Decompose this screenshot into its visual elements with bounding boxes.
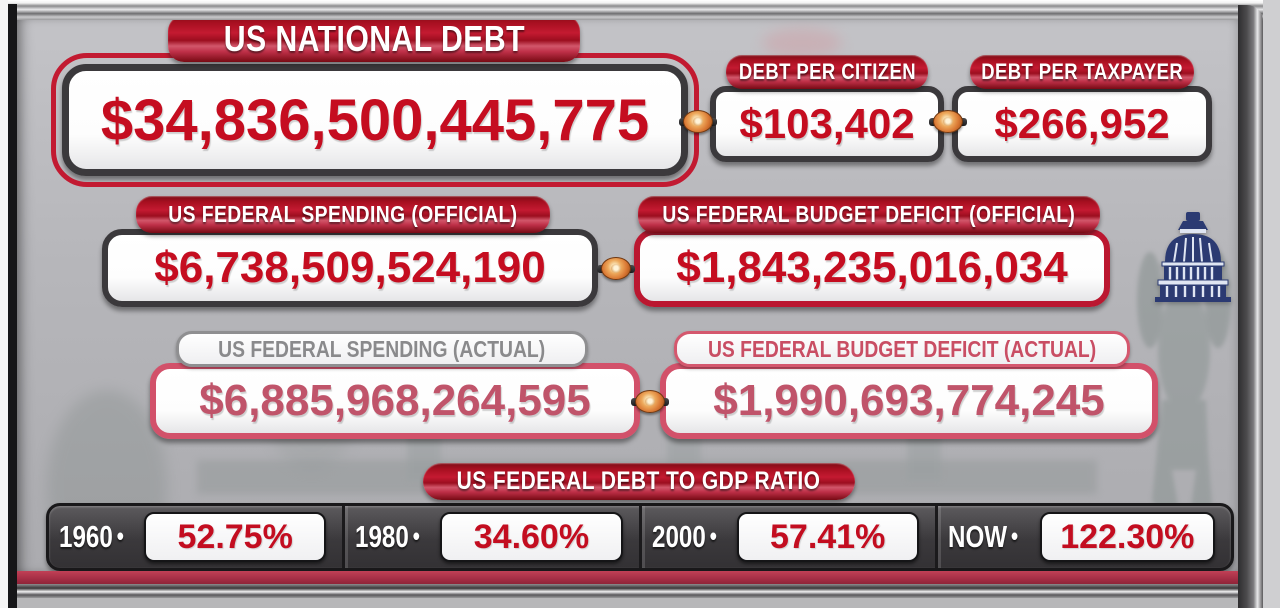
debt-per-citizen-banner-label: DEBT PER CITIZEN	[738, 59, 916, 84]
gdp-value: 122.30%	[1060, 517, 1195, 556]
gdp-year-label: 1960	[59, 519, 124, 555]
left-edge-strip	[0, 0, 8, 608]
national-debt-banner-label: US NATIONAL DEBT	[223, 17, 525, 59]
federal-spending-official-box: $6,738,509,524,190	[102, 229, 598, 307]
capitol-dome-icon	[1155, 212, 1231, 302]
gdp-value-box: 122.30%	[1039, 512, 1215, 562]
budget-deficit-official-banner-label: US FEDERAL BUDGET DEFICIT (OFFICIAL)	[662, 201, 1076, 227]
gdp-year-label: NOW	[948, 519, 1018, 555]
rivet-connector-icon	[631, 389, 669, 415]
national-debt-box: $34,836,500,445,775	[51, 53, 699, 187]
top-bezel-strip	[0, 0, 1280, 20]
national-debt-value: $34,836,500,445,775	[100, 87, 650, 153]
rivet-connector-icon	[929, 109, 967, 135]
bottom-metal-band	[0, 584, 1280, 598]
federal-spending-actual-box: $6,885,968,264,595	[150, 363, 640, 439]
federal-spending-actual-value: $6,885,968,264,595	[199, 376, 591, 425]
budget-deficit-official-banner: US FEDERAL BUDGET DEFICIT (OFFICIAL)	[638, 196, 1100, 233]
budget-deficit-official-box: $1,843,235,016,034	[634, 229, 1110, 307]
bottom-light-band	[0, 598, 1280, 608]
rivet-connector-icon	[679, 109, 717, 135]
debt-per-citizen-box: $103,402	[710, 86, 944, 162]
budget-deficit-actual-label: US FEDERAL BUDGET DEFICIT (ACTUAL)	[707, 335, 1097, 362]
gdp-value: 57.41%	[770, 517, 886, 556]
gdp-cell-2000: 2000 57.41%	[638, 506, 935, 568]
federal-spending-actual-label-pill: US FEDERAL SPENDING (ACTUAL)	[176, 331, 588, 367]
federal-spending-official-value: $6,738,509,524,190	[154, 243, 546, 292]
national-debt-banner: US NATIONAL DEBT	[168, 15, 580, 62]
gdp-ratio-strip: 1960 52.75% 1980 34.60% 2000 57.41% NOW …	[46, 503, 1234, 571]
gdp-value-box: 57.41%	[736, 512, 919, 562]
debt-per-citizen-banner: DEBT PER CITIZEN	[726, 55, 928, 89]
gdp-ratio-banner: US FEDERAL DEBT TO GDP RATIO	[423, 463, 855, 500]
gdp-year-label: 2000	[652, 519, 717, 555]
gdp-value: 34.60%	[473, 517, 590, 556]
federal-spending-actual-label: US FEDERAL SPENDING (ACTUAL)	[218, 335, 546, 362]
gdp-value-box: 52.75%	[144, 512, 327, 562]
debt-per-taxpayer-banner-label: DEBT PER TAXPAYER	[981, 59, 1183, 84]
right-edge-strip	[1263, 0, 1280, 608]
budget-deficit-actual-value: $1,990,693,774,245	[713, 376, 1105, 425]
federal-spending-official-banner: US FEDERAL SPENDING (OFFICIAL)	[136, 196, 550, 233]
bottom-red-band	[16, 571, 1238, 584]
gdp-ratio-banner-label: US FEDERAL DEBT TO GDP RATIO	[457, 467, 821, 495]
rivet-connector-icon	[597, 256, 635, 282]
federal-spending-official-banner-label: US FEDERAL SPENDING (OFFICIAL)	[168, 201, 518, 227]
right-bezel-bar	[1238, 5, 1263, 608]
debt-per-taxpayer-value: $266,952	[994, 100, 1170, 147]
gdp-year-label: 1980	[355, 519, 420, 555]
debt-per-citizen-value: $103,402	[739, 100, 915, 147]
gdp-value-box: 34.60%	[440, 512, 623, 562]
debt-per-taxpayer-box: $266,952	[952, 86, 1212, 162]
gdp-cell-now: NOW 122.30%	[934, 506, 1231, 568]
debt-per-taxpayer-banner: DEBT PER TAXPAYER	[970, 55, 1194, 89]
gdp-cell-1960: 1960 52.75%	[49, 506, 342, 568]
flag-smudge-watermark	[762, 28, 842, 58]
gdp-cell-1980: 1980 34.60%	[342, 506, 638, 568]
budget-deficit-actual-label-pill: US FEDERAL BUDGET DEFICIT (ACTUAL)	[674, 331, 1130, 367]
left-bezel-bar	[8, 4, 17, 608]
budget-deficit-official-value: $1,843,235,016,034	[676, 243, 1068, 292]
gdp-value: 52.75%	[177, 517, 293, 556]
budget-deficit-actual-box: $1,990,693,774,245	[660, 363, 1158, 439]
